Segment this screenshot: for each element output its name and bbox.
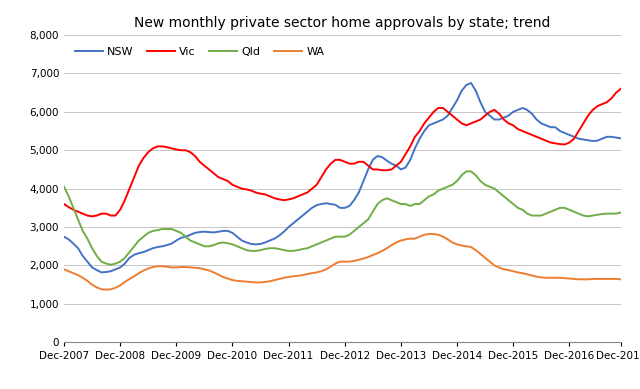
Legend: NSW, Vic, Qld, WA: NSW, Vic, Qld, WA — [75, 47, 324, 57]
WA — [607, 277, 615, 281]
Vic — [505, 121, 513, 126]
Line: WA: WA — [64, 234, 621, 290]
NSW — [374, 154, 381, 158]
Vic — [182, 148, 189, 152]
Vic — [88, 214, 96, 219]
Qld — [60, 184, 68, 189]
NSW — [617, 136, 625, 141]
Qld — [374, 202, 381, 206]
Vic — [449, 113, 456, 118]
NSW — [449, 106, 456, 110]
WA — [453, 242, 461, 247]
Line: NSW: NSW — [64, 83, 621, 272]
Vic — [603, 100, 611, 105]
Qld — [463, 169, 470, 174]
NSW — [97, 270, 105, 275]
Qld — [509, 202, 517, 206]
WA — [102, 287, 110, 292]
NSW — [607, 135, 615, 139]
Vic — [60, 202, 68, 206]
Qld — [617, 210, 625, 215]
NSW — [214, 230, 222, 234]
NSW — [60, 234, 68, 239]
Qld — [107, 263, 115, 267]
Vic — [214, 175, 222, 179]
Line: Qld: Qld — [64, 172, 621, 265]
Qld — [214, 241, 222, 245]
WA — [425, 232, 433, 237]
Qld — [449, 182, 456, 187]
Qld — [182, 234, 189, 239]
WA — [214, 272, 222, 277]
NSW — [467, 81, 475, 85]
Qld — [607, 211, 615, 216]
WA — [509, 269, 517, 273]
Line: Vic: Vic — [64, 89, 621, 216]
Vic — [374, 167, 381, 172]
Vic — [617, 86, 625, 91]
NSW — [182, 234, 189, 239]
WA — [374, 251, 381, 256]
WA — [617, 277, 625, 282]
WA — [60, 267, 68, 272]
NSW — [509, 110, 517, 114]
WA — [182, 265, 189, 269]
Title: New monthly private sector home approvals by state; trend: New monthly private sector home approval… — [134, 16, 550, 30]
